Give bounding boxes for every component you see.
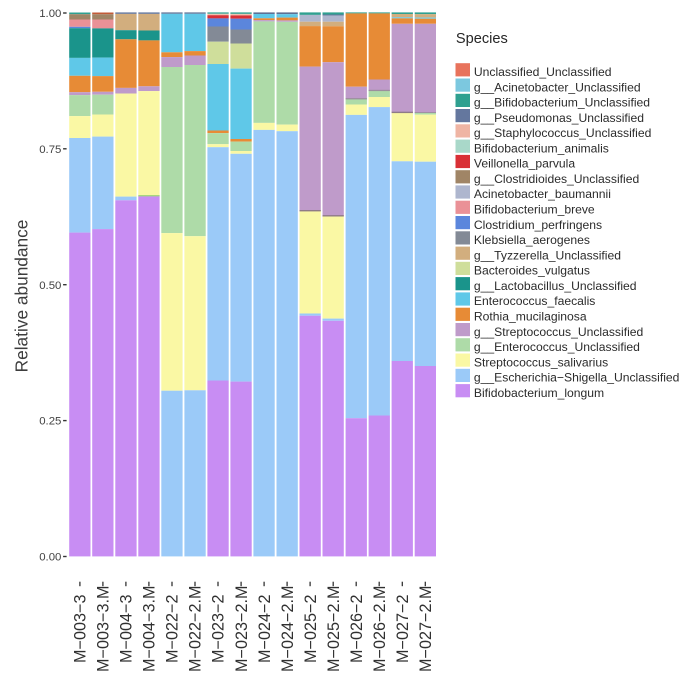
- svg-text:M−024−2: M−024−2: [256, 595, 274, 663]
- svg-text:Clostridium_perfringens: Clostridium_perfringens: [474, 218, 602, 232]
- svg-text:g__Lactobacillus_Unclassified: g__Lactobacillus_Unclassified: [474, 279, 637, 293]
- svg-text:Bifidobacterium_breve: Bifidobacterium_breve: [474, 203, 595, 217]
- svg-text:1.00: 1.00: [39, 8, 61, 20]
- svg-text:g__Acinetobacter_Unclassified: g__Acinetobacter_Unclassified: [474, 80, 641, 94]
- svg-text:M−022−2: M−022−2: [164, 595, 182, 663]
- svg-text:Unclassified_Unclassified: Unclassified_Unclassified: [474, 65, 612, 79]
- svg-text:g__Enterococcus_Unclassified: g__Enterococcus_Unclassified: [474, 340, 640, 354]
- svg-text:g__Staphylococcus_Unclassified: g__Staphylococcus_Unclassified: [474, 126, 652, 140]
- svg-text:Relative abundance: Relative abundance: [11, 220, 31, 373]
- svg-text:Bifidobacterium_animalis: Bifidobacterium_animalis: [474, 141, 609, 155]
- svg-text:M−004−3.M: M−004−3.M: [141, 586, 159, 672]
- svg-text:M−004−3: M−004−3: [118, 595, 136, 663]
- svg-text:Acinetobacter_baumannii: Acinetobacter_baumannii: [474, 187, 611, 201]
- svg-text:g__Bifidobacterium_Unclassifie: g__Bifidobacterium_Unclassified: [474, 96, 650, 110]
- svg-text:M−027−2: M−027−2: [394, 595, 412, 663]
- svg-text:M−024−2.M: M−024−2.M: [279, 586, 297, 672]
- svg-text:0.75: 0.75: [39, 144, 61, 156]
- svg-text:0.00: 0.00: [39, 552, 61, 564]
- svg-text:g__Streptococcus_Unclassified: g__Streptococcus_Unclassified: [474, 325, 643, 339]
- svg-text:M−027−2.M: M−027−2.M: [417, 586, 435, 672]
- svg-text:Enterococcus_faecalis: Enterococcus_faecalis: [474, 294, 595, 308]
- svg-text:Bifidobacterium_longum: Bifidobacterium_longum: [474, 386, 604, 400]
- svg-text:Veillonella_parvula: Veillonella_parvula: [474, 157, 575, 171]
- svg-text:M−026−2: M−026−2: [348, 595, 366, 663]
- svg-text:Bacteroides_vulgatus: Bacteroides_vulgatus: [474, 264, 590, 278]
- svg-text:0.50: 0.50: [39, 280, 61, 292]
- svg-text:Rothia_mucilaginosa: Rothia_mucilaginosa: [474, 310, 587, 324]
- svg-text:M−023−2.M: M−023−2.M: [233, 586, 251, 672]
- svg-text:M−023−2: M−023−2: [210, 595, 228, 663]
- svg-text:M−025−2.M: M−025−2.M: [325, 586, 343, 672]
- svg-text:M−003−3.M: M−003−3.M: [95, 586, 113, 672]
- svg-text:g__Escherichia−Shigella_Unclas: g__Escherichia−Shigella_Unclassified: [474, 371, 680, 385]
- svg-text:g__Clostridioides_Unclassified: g__Clostridioides_Unclassified: [474, 172, 639, 186]
- svg-text:0.25: 0.25: [39, 416, 61, 428]
- svg-text:M−026−2.M: M−026−2.M: [371, 586, 389, 672]
- svg-text:Species: Species: [456, 31, 508, 47]
- svg-text:g__Pseudomonas_Unclassified: g__Pseudomonas_Unclassified: [474, 111, 644, 125]
- svg-text:Klebsiella_aerogenes: Klebsiella_aerogenes: [474, 233, 590, 247]
- svg-text:g__Tyzzerella_Unclassified: g__Tyzzerella_Unclassified: [474, 248, 621, 262]
- svg-text:M−025−2: M−025−2: [302, 595, 320, 663]
- svg-text:M−003−3: M−003−3: [72, 595, 90, 663]
- svg-text:Streptococcus_salivarius: Streptococcus_salivarius: [474, 355, 608, 369]
- svg-text:M−022−2.M: M−022−2.M: [187, 586, 205, 672]
